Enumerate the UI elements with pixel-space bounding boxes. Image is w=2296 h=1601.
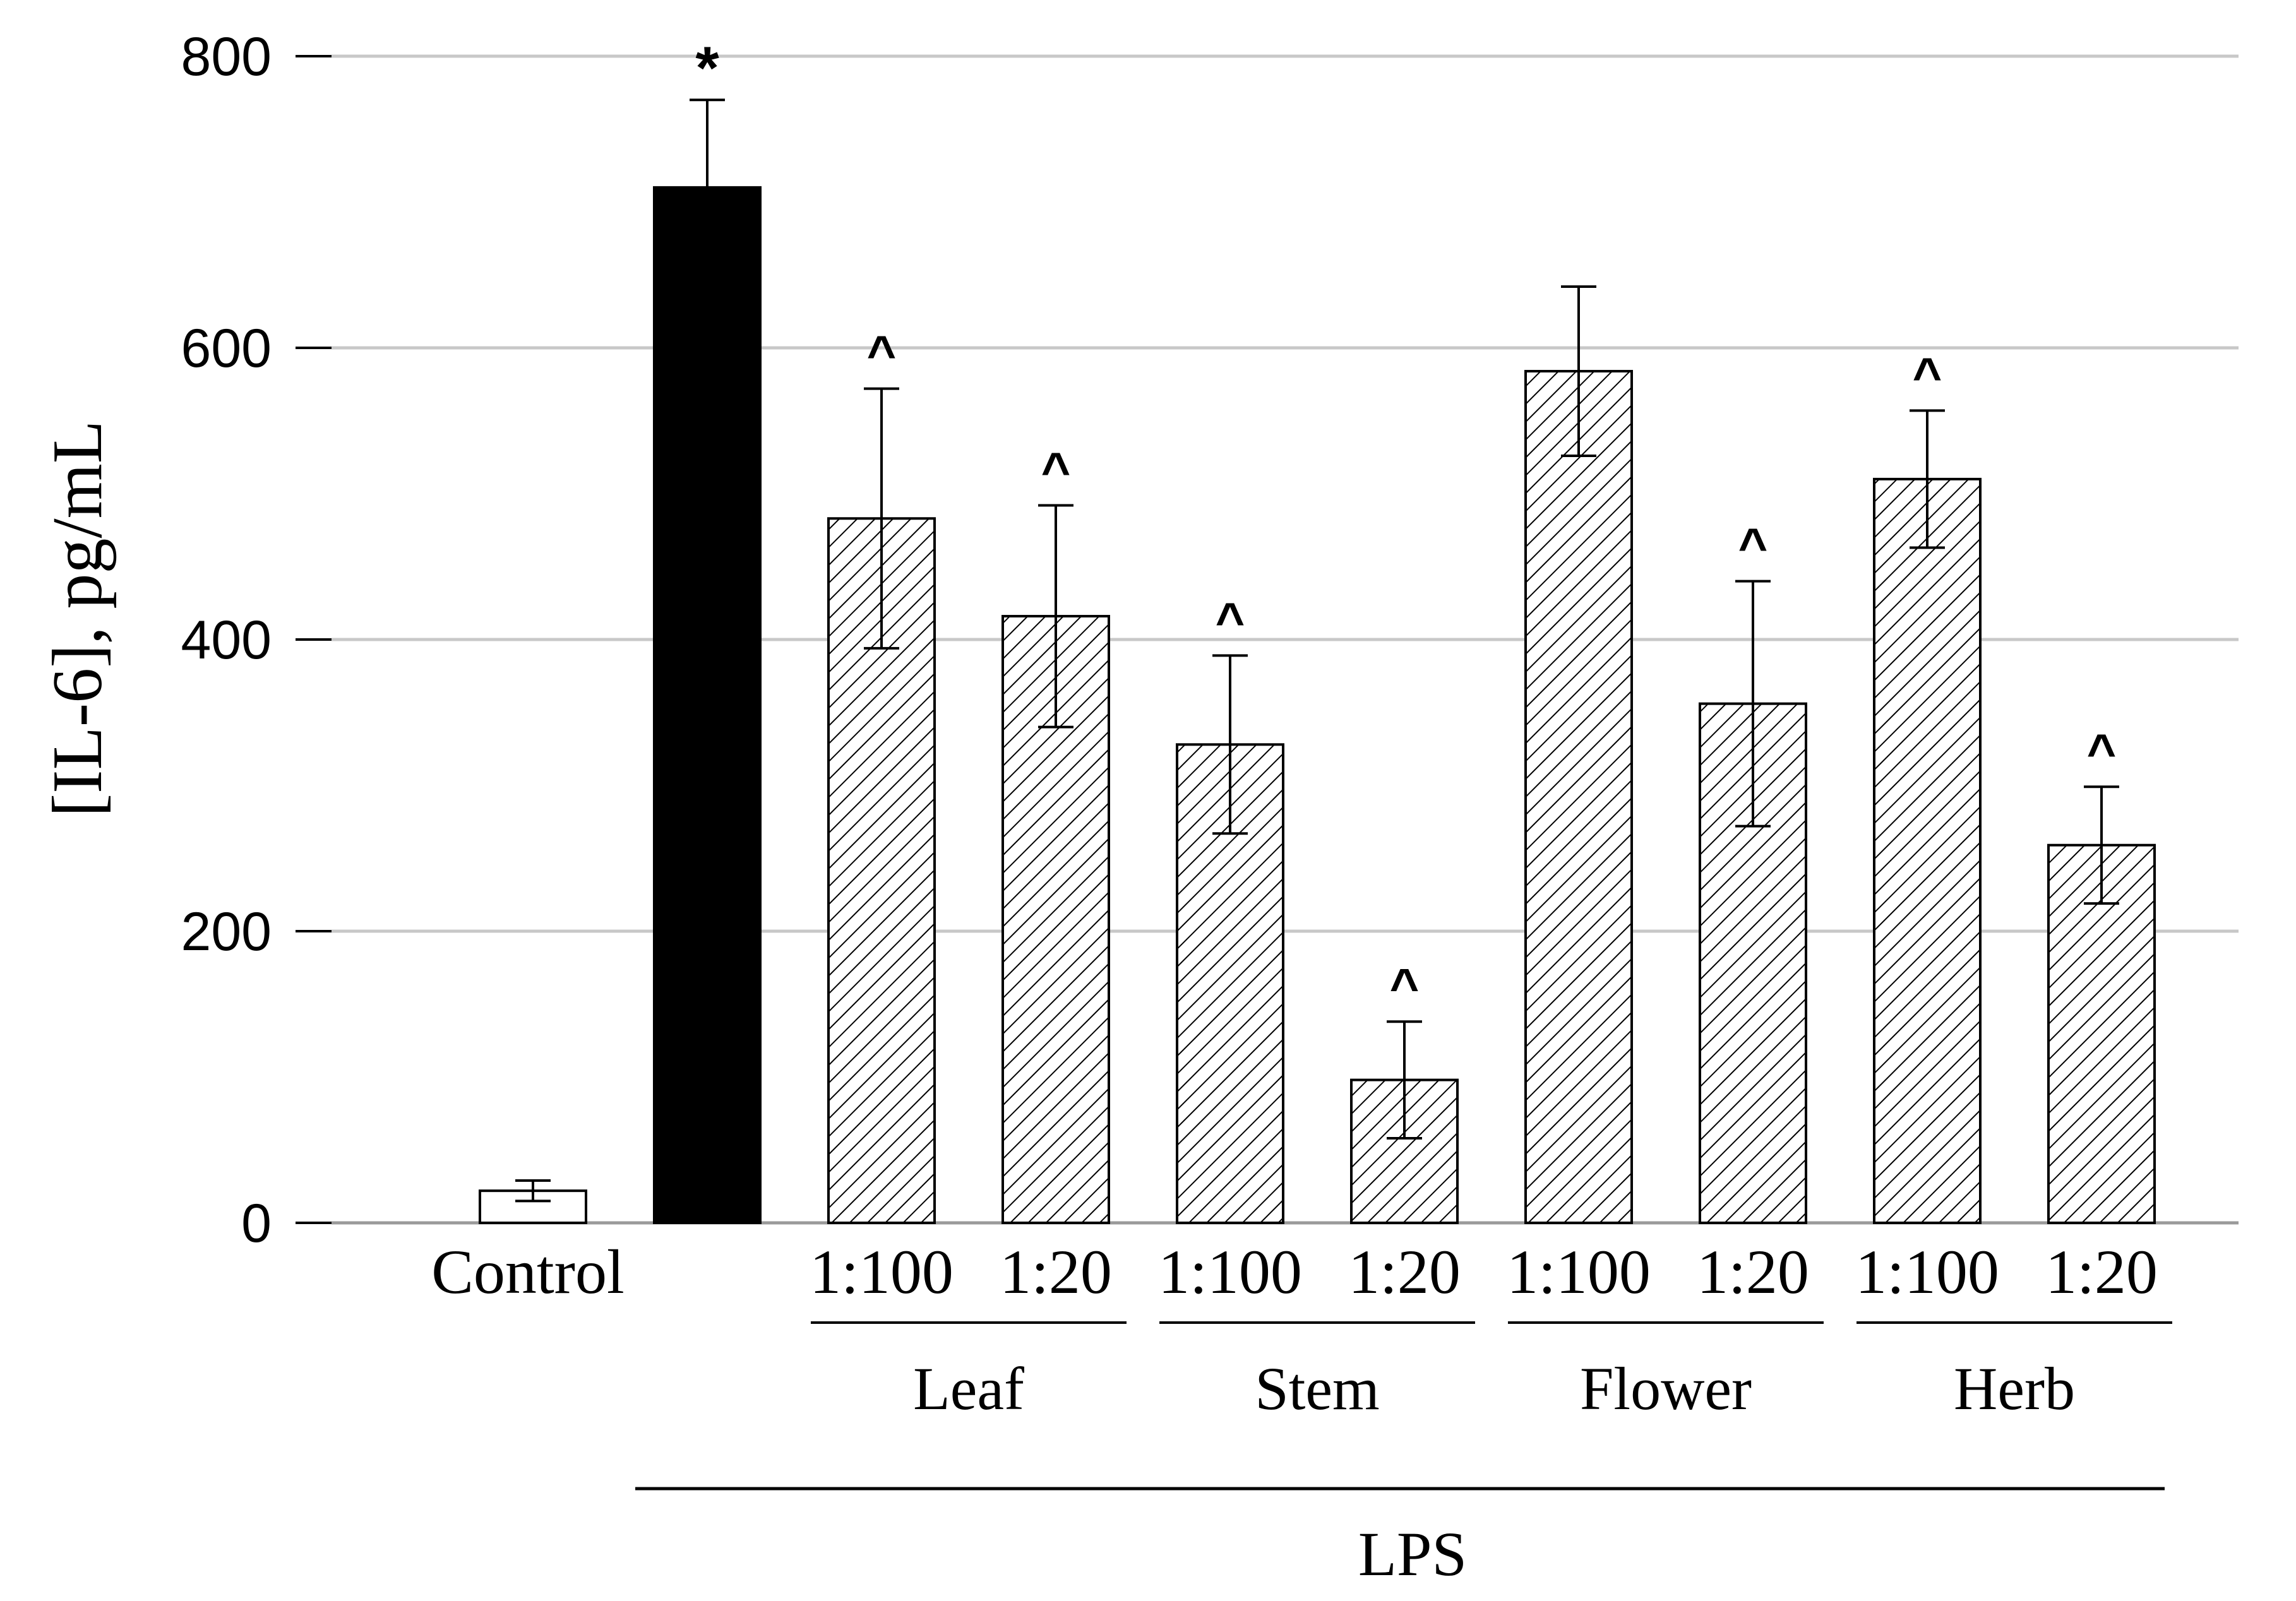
group-label: Leaf [913,1355,1024,1422]
y-tick-label: 600 [181,318,272,379]
bar [2047,843,2156,1224]
y-axis: 0 200 400 600 800 [181,27,332,1254]
significance-marker: * [695,34,719,102]
group-label: Herb [1954,1355,2075,1422]
y-axis-title: [IL-6], pg/mL [39,420,117,817]
y-tick-label: 200 [181,902,272,962]
category-label: 1:20 [2045,1237,2158,1307]
significance-marker: ^ [867,326,897,382]
significance-marker: ^ [1913,347,1942,403]
y-tick-label: 400 [181,610,272,670]
category-label: 1:100 [810,1237,954,1307]
significance-marker: ^ [1738,518,1768,574]
group-label: Flower [1580,1355,1752,1422]
significance-marker: ^ [1041,442,1071,498]
group-labels: Leaf Stem Flower Herb LPS [635,1321,2172,1589]
category-label: 1:20 [1697,1237,1809,1307]
category-label: 1:20 [1000,1237,1112,1307]
category-labels: Control 1:100 1:20 1:100 1:20 1:100 1:20 1:100 1… [431,1237,2158,1307]
y-tick-label: 800 [181,27,272,87]
category-label: 1:100 [1507,1237,1651,1307]
category-label: 1:20 [1348,1237,1461,1307]
significance-marker: ^ [1216,592,1245,648]
bar [653,186,762,1224]
y-tick-label: 0 [241,1193,272,1254]
category-label: Control [431,1237,625,1307]
group-label: Stem [1255,1355,1379,1422]
significance-marker: ^ [1390,958,1420,1015]
category-label: 1:100 [1158,1237,1302,1307]
bars: * ^ ^ ^ ^ ^ ^ ^ [479,34,2156,1225]
bar [1524,369,1633,1225]
category-label: 1:100 [1855,1237,1999,1307]
bar [1873,477,1982,1224]
significance-marker: ^ [2087,723,2117,780]
lps-label: LPS [1358,1519,1467,1589]
